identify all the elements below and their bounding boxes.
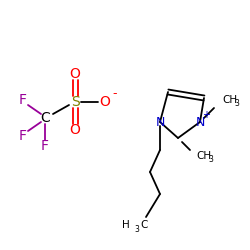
Text: +: + (202, 110, 210, 120)
Text: 3: 3 (134, 224, 139, 234)
Text: O: O (70, 67, 80, 81)
Text: C: C (140, 220, 147, 230)
Text: -: - (113, 88, 117, 101)
Text: CH: CH (196, 151, 211, 161)
Text: N: N (155, 116, 165, 128)
Text: F: F (19, 93, 27, 107)
Text: N: N (195, 116, 205, 128)
Text: O: O (100, 95, 110, 109)
Text: O: O (70, 123, 80, 137)
Text: 3: 3 (208, 154, 213, 164)
Text: F: F (41, 139, 49, 153)
Text: S: S (71, 95, 80, 109)
Text: H: H (122, 220, 130, 230)
Text: C: C (40, 111, 50, 125)
Text: F: F (19, 129, 27, 143)
Text: 3: 3 (234, 98, 239, 108)
Text: CH: CH (222, 95, 237, 105)
